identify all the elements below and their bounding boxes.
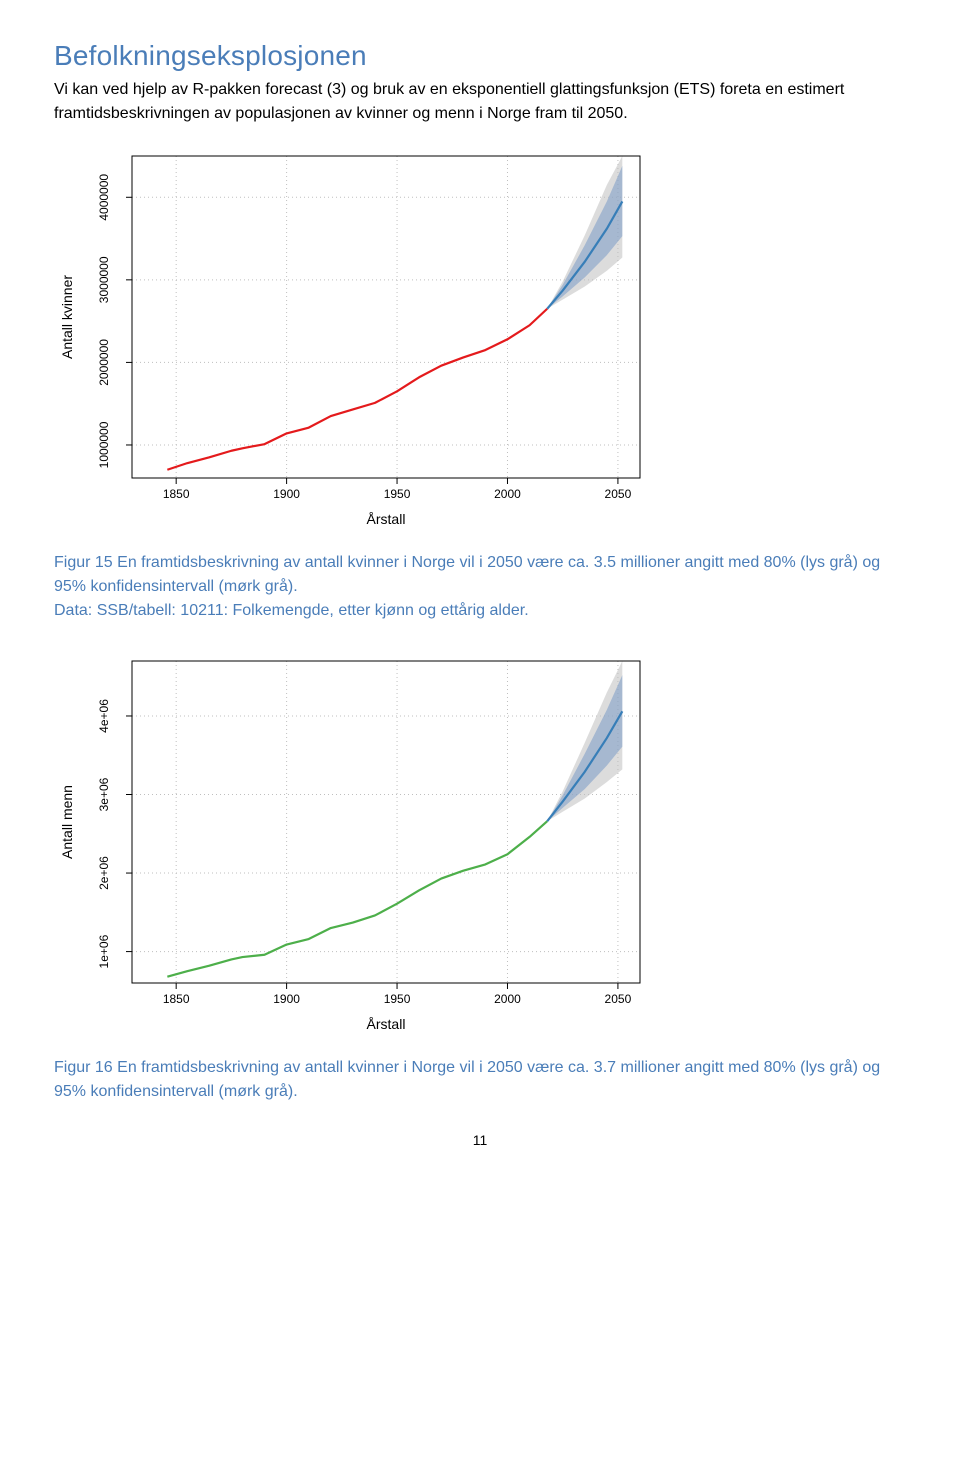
svg-text:2000: 2000 <box>494 487 521 501</box>
svg-text:Årstall: Årstall <box>367 1016 406 1032</box>
caption-1-line-b: Data: SSB/tabell: 10211: Folkemengde, et… <box>54 602 529 619</box>
svg-text:1900: 1900 <box>273 992 300 1006</box>
svg-text:Antall menn: Antall menn <box>59 785 75 859</box>
svg-text:4e+06: 4e+06 <box>97 699 111 733</box>
chart-men-svg: 1850 1900 1950 2000 2050 1e+06 2e+06 3e+06 4e+06… <box>54 649 654 1039</box>
caption-1: Figur 15 En framtidsbeskrivning av antal… <box>54 551 906 623</box>
svg-text:1e+06: 1e+06 <box>97 934 111 968</box>
svg-text:4000000: 4000000 <box>97 174 111 221</box>
svg-text:1850: 1850 <box>163 487 190 501</box>
intro-paragraph: Vi kan ved hjelp av R-pakken forecast (3… <box>54 78 906 126</box>
svg-text:1950: 1950 <box>384 487 411 501</box>
svg-text:1950: 1950 <box>384 992 411 1006</box>
svg-text:1900: 1900 <box>273 487 300 501</box>
svg-text:2000: 2000 <box>494 992 521 1006</box>
svg-text:Antall kvinner: Antall kvinner <box>59 275 75 359</box>
chart-women-svg: 1850 1900 1950 2000 2050 1000000 2000000 300000… <box>54 144 654 534</box>
caption-2: Figur 16 En framtidsbeskrivning av antal… <box>54 1056 906 1104</box>
page-title: Befolkningseksplosjonen <box>54 40 906 72</box>
chart-women: 1850 1900 1950 2000 2050 1000000 2000000 300000… <box>54 144 906 539</box>
svg-text:1850: 1850 <box>163 992 190 1006</box>
svg-text:3e+06: 3e+06 <box>97 777 111 811</box>
svg-text:2050: 2050 <box>605 992 632 1006</box>
caption-1-line-a: Figur 15 En framtidsbeskrivning av antal… <box>54 554 880 595</box>
svg-text:2e+06: 2e+06 <box>97 856 111 890</box>
chart-men: 1850 1900 1950 2000 2050 1e+06 2e+06 3e+06 4e+06… <box>54 649 906 1044</box>
svg-text:Årstall: Årstall <box>367 511 406 527</box>
svg-text:3000000: 3000000 <box>97 256 111 303</box>
svg-text:2000000: 2000000 <box>97 339 111 386</box>
svg-text:2050: 2050 <box>605 487 632 501</box>
svg-text:1000000: 1000000 <box>97 421 111 468</box>
page-number: 11 <box>54 1132 906 1148</box>
